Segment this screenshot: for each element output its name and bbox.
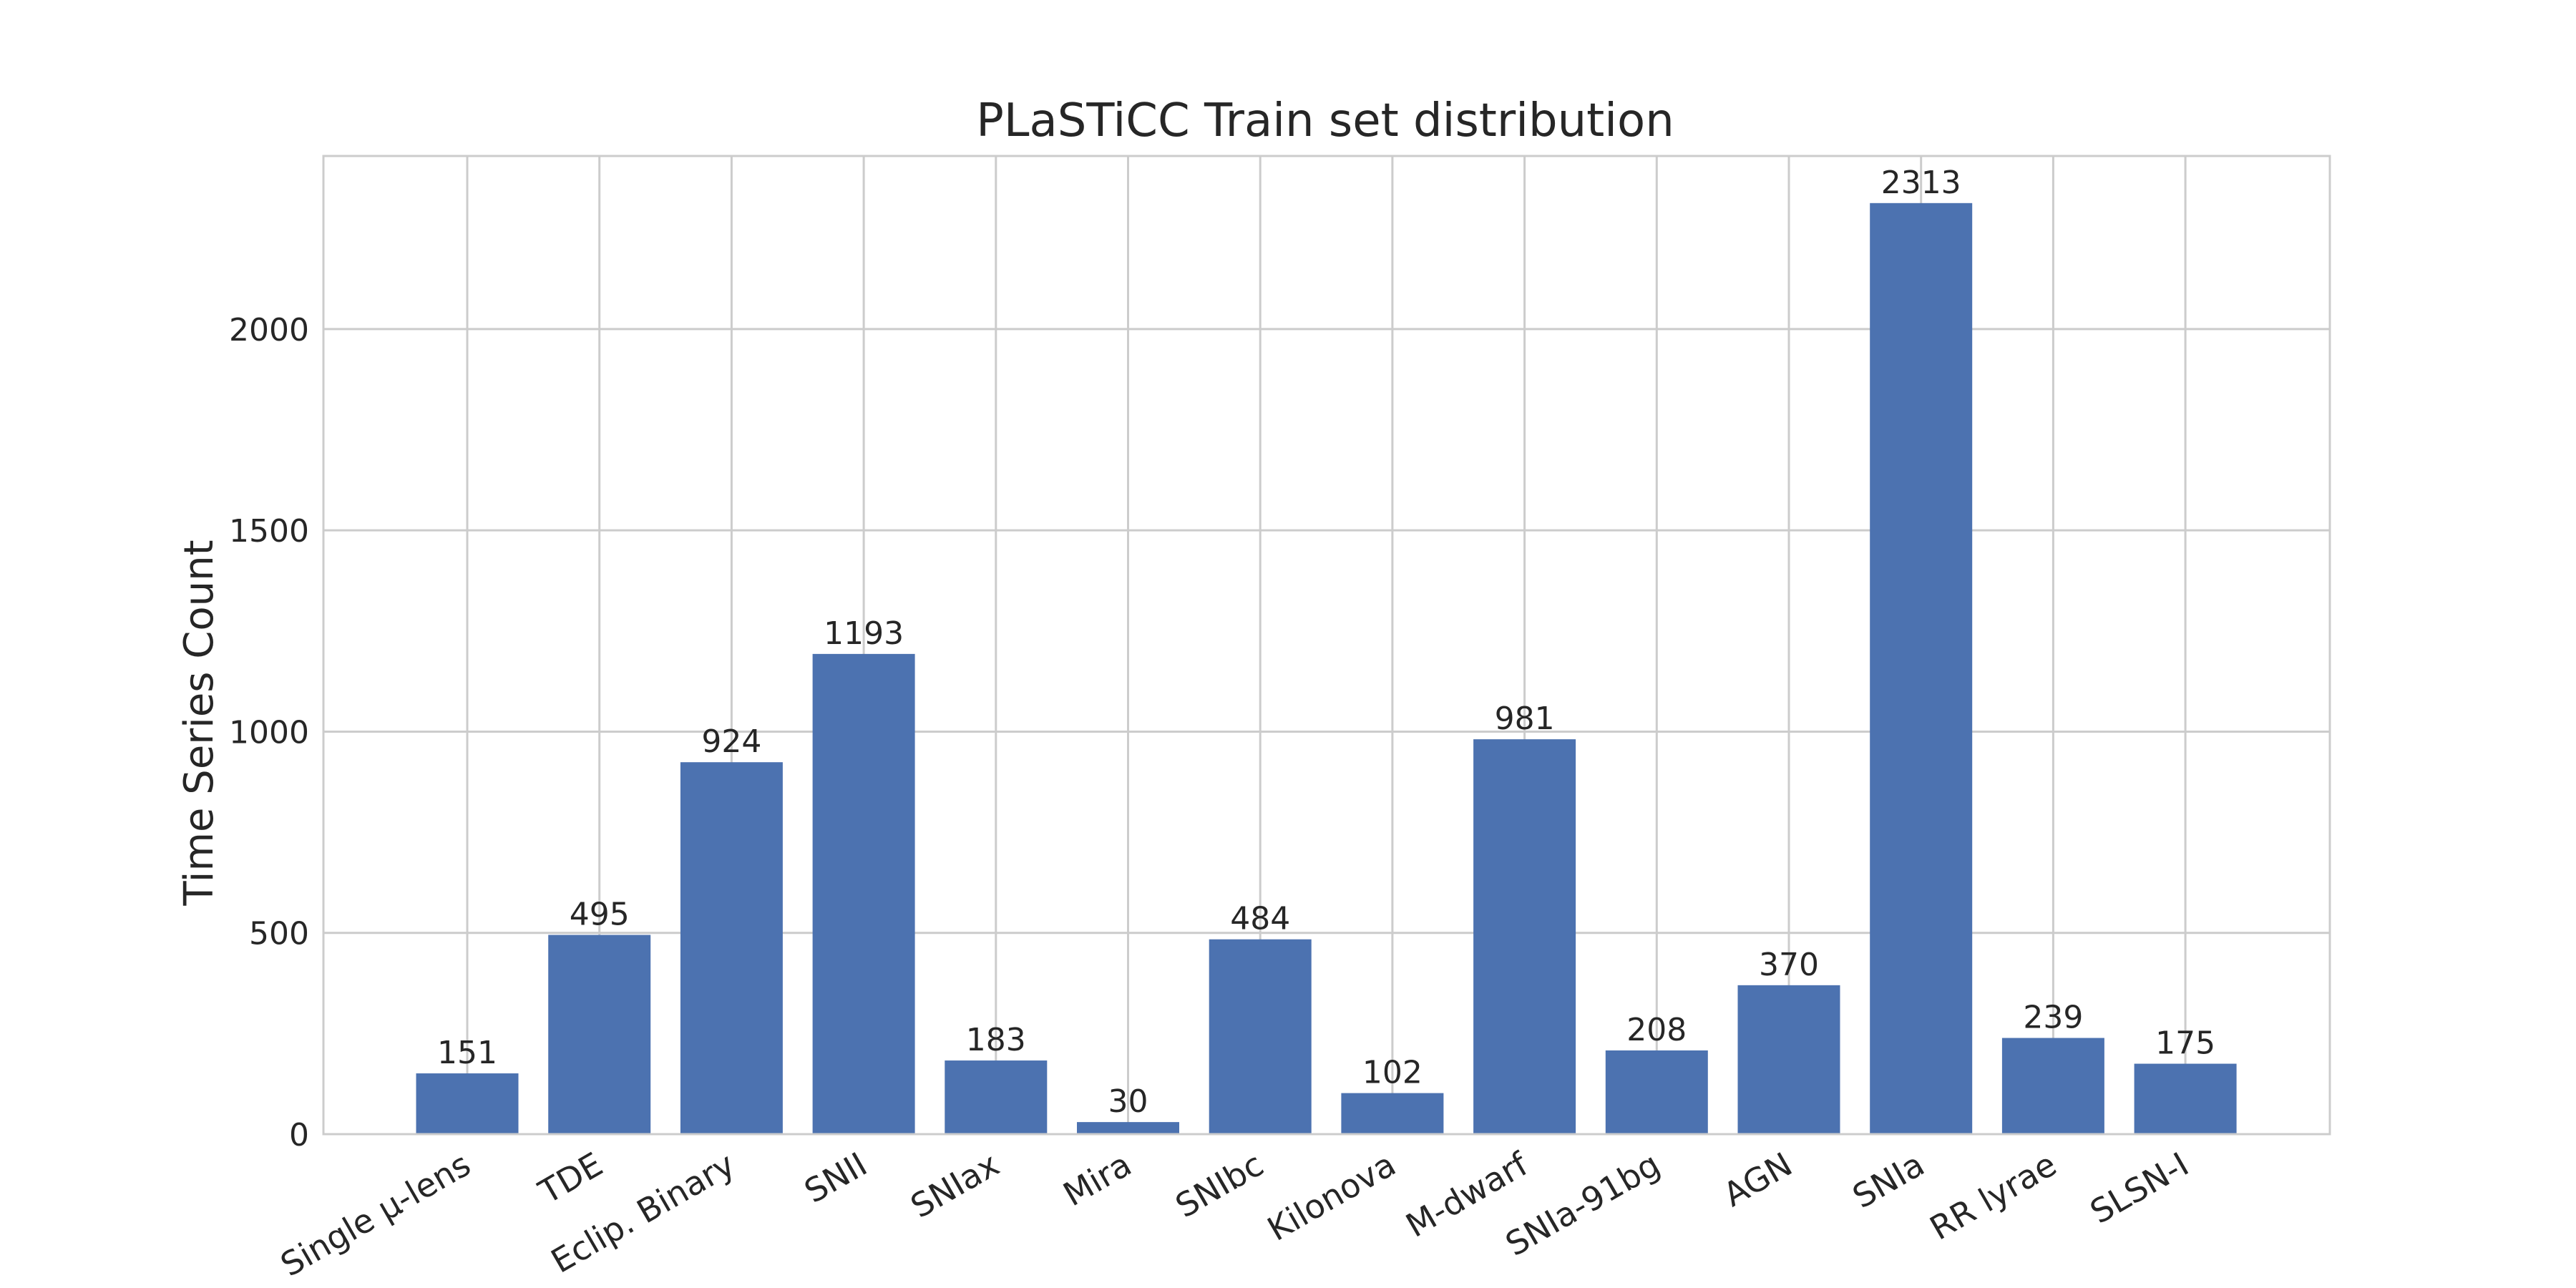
- y-tick-label: 0: [289, 1117, 309, 1153]
- x-tick-label: Single μ-lens: [274, 1145, 477, 1284]
- bar: [1605, 1050, 1708, 1134]
- x-tick-label: RR lyrae: [1923, 1145, 2063, 1248]
- data-label: 30: [1108, 1083, 1148, 1120]
- bar: [1341, 1093, 1444, 1134]
- data-label: 495: [570, 897, 630, 933]
- y-axis-label: Time Series Count: [176, 540, 223, 906]
- y-tick-label: 1000: [229, 714, 309, 751]
- y-tick-label: 2000: [229, 312, 309, 348]
- data-label: 239: [2023, 1000, 2083, 1036]
- y-tick-label: 1500: [229, 513, 309, 550]
- x-tick-label: SNIax: [904, 1145, 1005, 1226]
- data-label: 370: [1759, 947, 1819, 983]
- x-tick-label: SNIa: [1846, 1145, 1931, 1216]
- bars: [416, 203, 2237, 1135]
- data-label: 183: [966, 1022, 1026, 1058]
- bar: [1077, 1122, 1179, 1134]
- data-label: 981: [1495, 701, 1555, 737]
- bar: [416, 1073, 519, 1134]
- x-tick-label: SLSN-I: [2084, 1145, 2195, 1231]
- bar: [812, 653, 915, 1134]
- bar: [1737, 985, 1840, 1134]
- bar: [1209, 939, 1312, 1134]
- data-label: 484: [1230, 901, 1290, 937]
- x-tick-label: Kilonova: [1261, 1145, 1402, 1249]
- y-axis-ticks: 0 500 1000 1500 2000: [229, 312, 309, 1153]
- data-label: 208: [1626, 1012, 1687, 1048]
- data-label: 2313: [1881, 165, 1961, 201]
- x-tick-label: AGN: [1717, 1145, 1798, 1214]
- y-tick-label: 500: [249, 916, 309, 952]
- x-tick-label: SNIbc: [1169, 1145, 1270, 1226]
- x-tick-label: TDE: [532, 1145, 609, 1212]
- data-label: 924: [701, 723, 761, 760]
- bar: [548, 935, 651, 1134]
- data-label: 175: [2155, 1025, 2215, 1062]
- data-label: 1193: [824, 615, 904, 652]
- x-tick-label: Mira: [1057, 1145, 1138, 1214]
- data-label: 102: [1362, 1055, 1423, 1091]
- x-tick-label: SNII: [798, 1145, 874, 1211]
- bar: [945, 1060, 1048, 1134]
- bar: [680, 762, 783, 1134]
- data-label: 151: [437, 1035, 497, 1071]
- plot-frame: [322, 155, 2331, 1136]
- bar: [1473, 739, 1576, 1134]
- chart-title: PLaSTiCC Train set distribution: [976, 94, 1674, 147]
- bar: [2134, 1063, 2237, 1134]
- data-labels: 151 495 924 1193 183 30 484 102 981 208 370 2313 239…: [437, 165, 2215, 1120]
- bar: [2001, 1038, 2104, 1134]
- bar: [1870, 203, 1973, 1135]
